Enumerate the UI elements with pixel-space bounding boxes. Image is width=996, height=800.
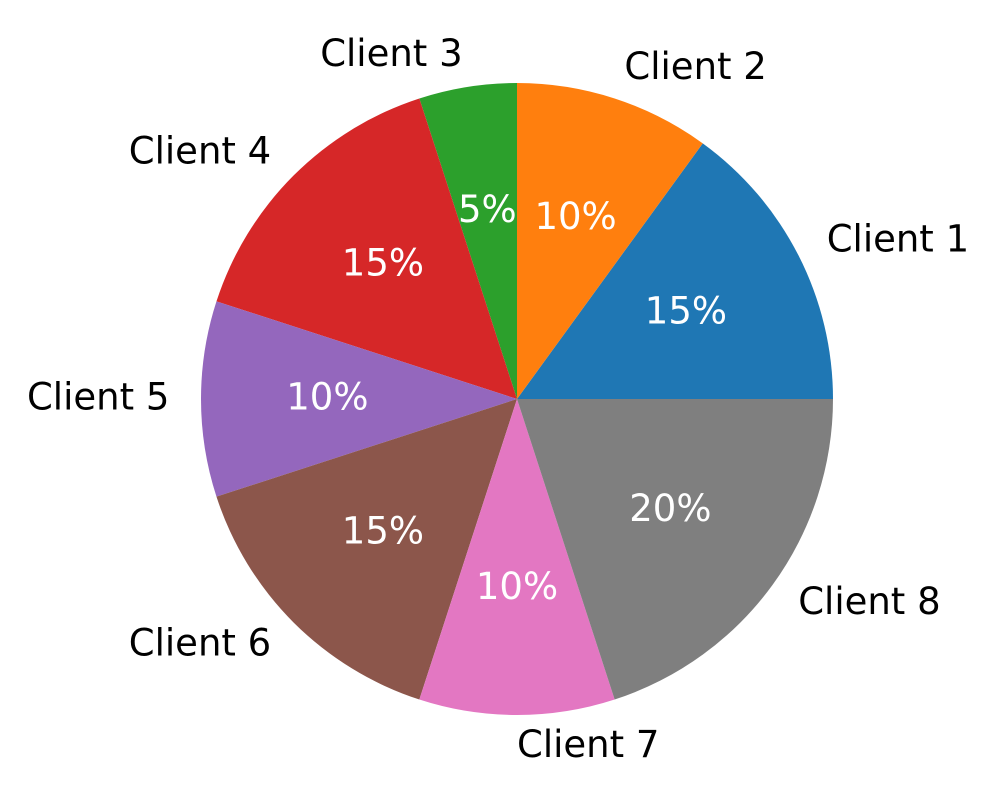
slice-label: Client 6 xyxy=(129,621,271,664)
value-label: 20% xyxy=(629,487,711,530)
slice-label: Client 2 xyxy=(624,45,766,88)
value-label: 15% xyxy=(342,241,424,284)
slice-label: Client 7 xyxy=(517,723,659,766)
pie-slice xyxy=(216,98,518,400)
slice-label: Client 3 xyxy=(320,32,462,75)
pie-slice xyxy=(216,399,518,700)
value-label: 10% xyxy=(286,376,368,419)
value-label: 10% xyxy=(534,195,616,238)
pie-slice xyxy=(419,399,615,715)
pie-slice xyxy=(517,83,703,399)
slice-label: Client 4 xyxy=(129,130,271,173)
value-label: 15% xyxy=(342,510,424,553)
value-label: 5% xyxy=(458,188,517,231)
pie-slice xyxy=(419,83,517,399)
slice-label: Client 8 xyxy=(798,580,940,623)
value-label: 15% xyxy=(645,289,727,332)
value-label: 10% xyxy=(476,565,558,608)
pie-slice xyxy=(201,301,517,497)
slice-label: Client 1 xyxy=(827,218,969,261)
pie-slice xyxy=(517,143,833,399)
pie-slice xyxy=(517,399,833,700)
slice-label: Client 5 xyxy=(27,376,169,419)
